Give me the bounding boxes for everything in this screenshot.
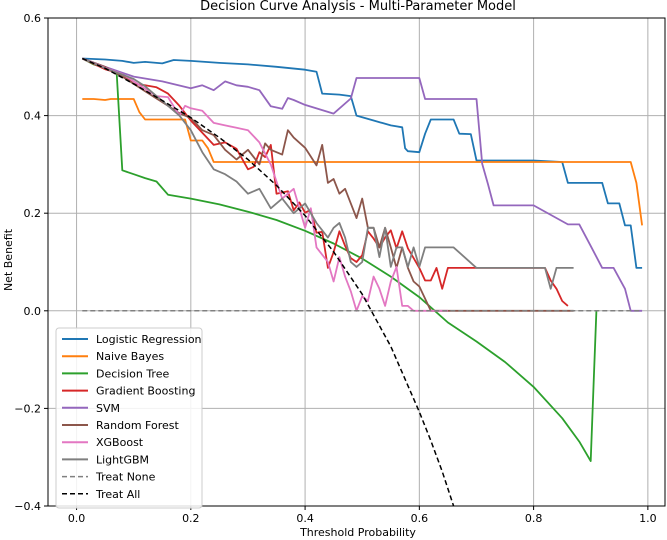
legend-label: Random Forest <box>96 419 179 432</box>
series-line-naive-bayes <box>82 98 643 226</box>
legend-label: Gradient Boosting <box>96 385 195 398</box>
y-axis-label: Net Benefit <box>2 228 15 291</box>
series-line-xgboost <box>81 57 448 312</box>
chart-title: Decision Curve Analysis - Multi-Paramete… <box>200 0 516 14</box>
series-line-treat-all <box>82 57 455 506</box>
legend-label: SVM <box>96 402 120 415</box>
y-tick-label: 0.0 <box>24 305 42 318</box>
x-tick-label: 0.2 <box>182 512 200 525</box>
series-line-lightgbm <box>81 57 574 290</box>
x-tick-label: 0.8 <box>525 512 543 525</box>
legend-label: Naive Bayes <box>96 350 164 363</box>
legend-box <box>55 327 203 509</box>
y-tick-label: 0.2 <box>24 207 42 220</box>
x-axis-label: Threshold Probability <box>299 526 416 539</box>
legend-label: LightGBM <box>96 453 149 466</box>
legend-label: Logistic Regression <box>96 333 202 346</box>
series-line-logistic-regression <box>82 57 643 269</box>
y-tick-label: 0.6 <box>24 12 42 25</box>
y-tick-label: −0.2 <box>14 402 41 415</box>
legend: Logistic Regression Naive Bayes Decision T… <box>55 327 203 509</box>
x-tick-label: 1.0 <box>639 512 657 525</box>
axis-ticks: 0.0 0.2 0.4 0.6 0.8 1.0 −0.4 −0.2 0.0 0.2 0.4 0.6 <box>14 12 656 525</box>
y-tick-label: −0.4 <box>14 500 41 513</box>
series-line-gradient-boosting <box>81 57 569 307</box>
x-tick-label: 0.0 <box>68 512 86 525</box>
legend-label: Decision Tree <box>96 367 169 380</box>
series-line-decision-tree <box>81 57 598 463</box>
x-tick-label: 0.4 <box>296 512 314 525</box>
series-lines <box>81 57 643 506</box>
plot-frame <box>47 17 666 507</box>
y-tick-label: 0.4 <box>24 110 42 123</box>
x-tick-label: 0.6 <box>411 512 429 525</box>
legend-label: Treat All <box>95 488 140 501</box>
series-line-svm <box>81 57 643 312</box>
legend-label: Treat None <box>95 471 156 484</box>
legend-label: XGBoost <box>96 436 144 449</box>
